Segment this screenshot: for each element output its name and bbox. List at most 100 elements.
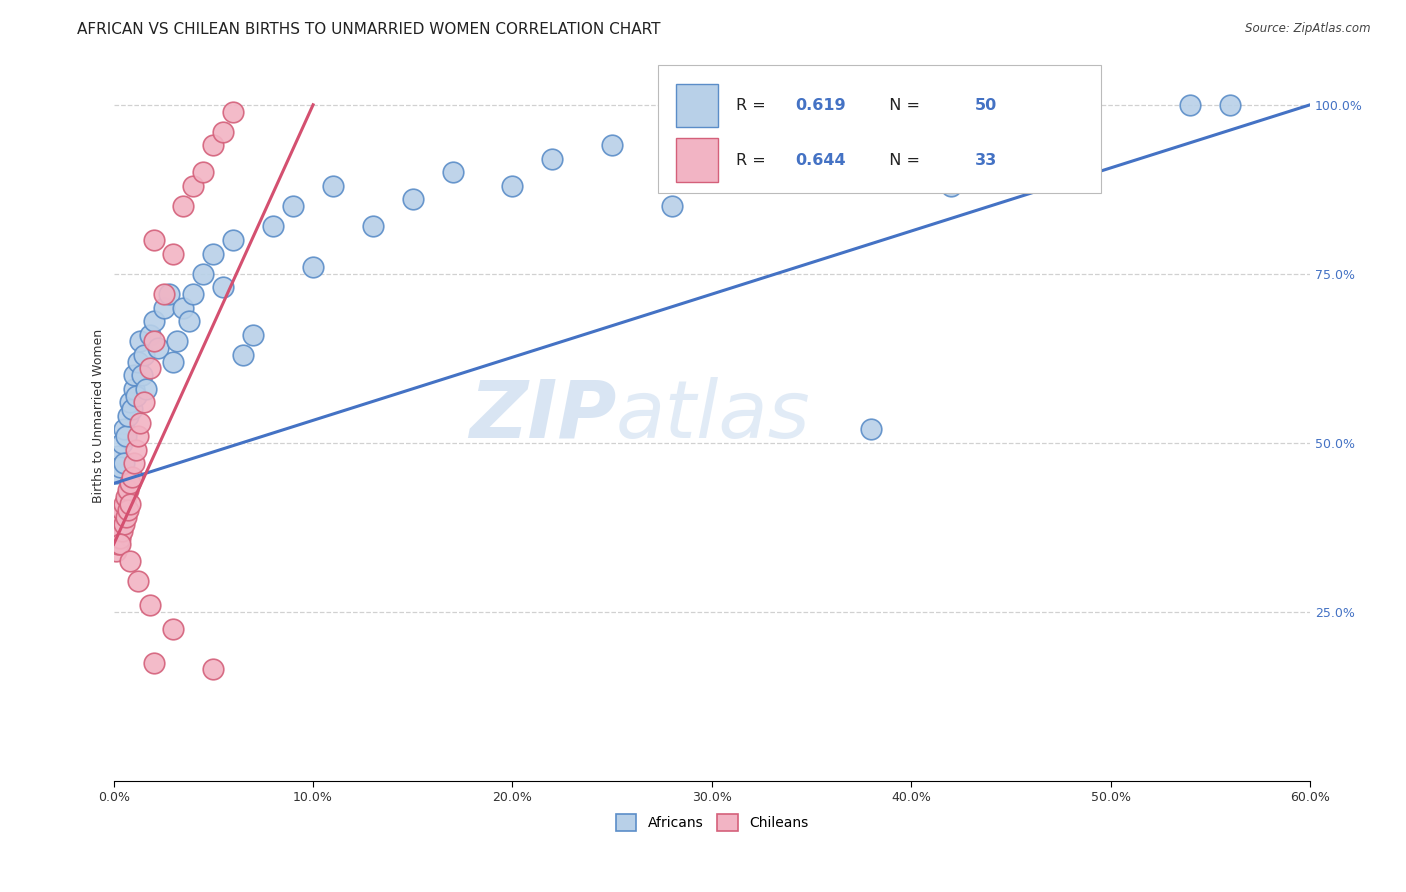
Point: [112, 456, 135, 470]
Point: [502, 178, 524, 193]
Text: AFRICAN VS CHILEAN BIRTHS TO UNMARRIED WOMEN CORRELATION CHART: AFRICAN VS CHILEAN BIRTHS TO UNMARRIED W…: [77, 22, 661, 37]
Point: [112, 516, 135, 531]
Point: [135, 382, 157, 396]
Point: [111, 435, 134, 450]
Point: [402, 193, 425, 207]
Point: [166, 334, 188, 349]
Point: [118, 554, 141, 568]
Point: [111, 524, 134, 538]
Point: [107, 537, 129, 551]
Text: Source: ZipAtlas.com: Source: ZipAtlas.com: [1246, 22, 1371, 36]
Point: [162, 246, 184, 260]
Point: [127, 429, 149, 443]
Point: [132, 395, 155, 409]
Point: [124, 388, 146, 402]
Point: [222, 233, 245, 247]
Text: N =: N =: [879, 153, 925, 168]
Point: [107, 450, 129, 464]
Point: [111, 503, 134, 517]
Text: ZIP: ZIP: [468, 376, 616, 455]
Point: [142, 334, 165, 349]
Point: [172, 199, 194, 213]
Text: atlas: atlas: [616, 376, 811, 455]
Point: [193, 267, 215, 281]
Point: [202, 138, 225, 153]
Point: [152, 301, 174, 315]
Point: [242, 327, 264, 342]
Point: [142, 233, 165, 247]
Point: [128, 334, 150, 349]
Text: 33: 33: [976, 153, 997, 168]
Point: [124, 442, 146, 457]
Point: [741, 165, 763, 179]
Point: [128, 416, 150, 430]
Bar: [676, 138, 718, 182]
Point: [114, 490, 136, 504]
Point: [114, 510, 136, 524]
Point: [127, 355, 149, 369]
Point: [138, 327, 160, 342]
Point: [117, 503, 139, 517]
Point: [108, 537, 131, 551]
Point: [152, 287, 174, 301]
Point: [172, 301, 194, 315]
Point: [179, 314, 201, 328]
Point: [322, 178, 344, 193]
Point: [661, 199, 683, 213]
Point: [104, 467, 127, 481]
Bar: [676, 84, 718, 128]
Text: 50: 50: [976, 98, 997, 113]
Point: [121, 402, 143, 417]
Point: [162, 355, 184, 369]
Point: [108, 459, 131, 474]
Point: [193, 165, 215, 179]
Point: [142, 656, 165, 670]
Point: [146, 341, 169, 355]
Point: [222, 104, 245, 119]
Point: [183, 287, 205, 301]
Point: [117, 483, 139, 498]
Point: [122, 456, 145, 470]
Point: [1180, 97, 1202, 112]
Point: [138, 598, 160, 612]
Point: [114, 429, 136, 443]
Point: [1219, 97, 1241, 112]
Point: [121, 469, 143, 483]
Point: [541, 152, 564, 166]
Point: [860, 422, 883, 436]
Point: [281, 199, 304, 213]
Point: [108, 531, 131, 545]
Point: [262, 219, 284, 234]
Point: [159, 287, 181, 301]
Point: [361, 219, 384, 234]
Point: [112, 422, 135, 436]
Y-axis label: Births to Unmarried Women: Births to Unmarried Women: [93, 329, 105, 503]
Point: [127, 574, 149, 589]
Point: [118, 476, 141, 491]
Text: 0.644: 0.644: [796, 153, 846, 168]
Point: [212, 125, 235, 139]
Point: [117, 409, 139, 423]
Point: [122, 368, 145, 383]
Point: [132, 348, 155, 362]
Point: [108, 510, 131, 524]
Point: [104, 544, 127, 558]
Point: [202, 246, 225, 260]
Point: [118, 497, 141, 511]
Point: [212, 280, 235, 294]
Point: [112, 497, 135, 511]
Text: N =: N =: [879, 98, 925, 113]
FancyBboxPatch shape: [658, 65, 1101, 193]
Point: [202, 662, 225, 676]
Legend: Africans, Chileans: Africans, Chileans: [610, 808, 814, 836]
Point: [142, 314, 165, 328]
Point: [232, 348, 254, 362]
Point: [107, 516, 129, 531]
Point: [941, 178, 963, 193]
Text: 0.619: 0.619: [796, 98, 846, 113]
Point: [118, 395, 141, 409]
Point: [122, 382, 145, 396]
Text: R =: R =: [735, 98, 770, 113]
Point: [162, 622, 184, 636]
Point: [441, 165, 464, 179]
